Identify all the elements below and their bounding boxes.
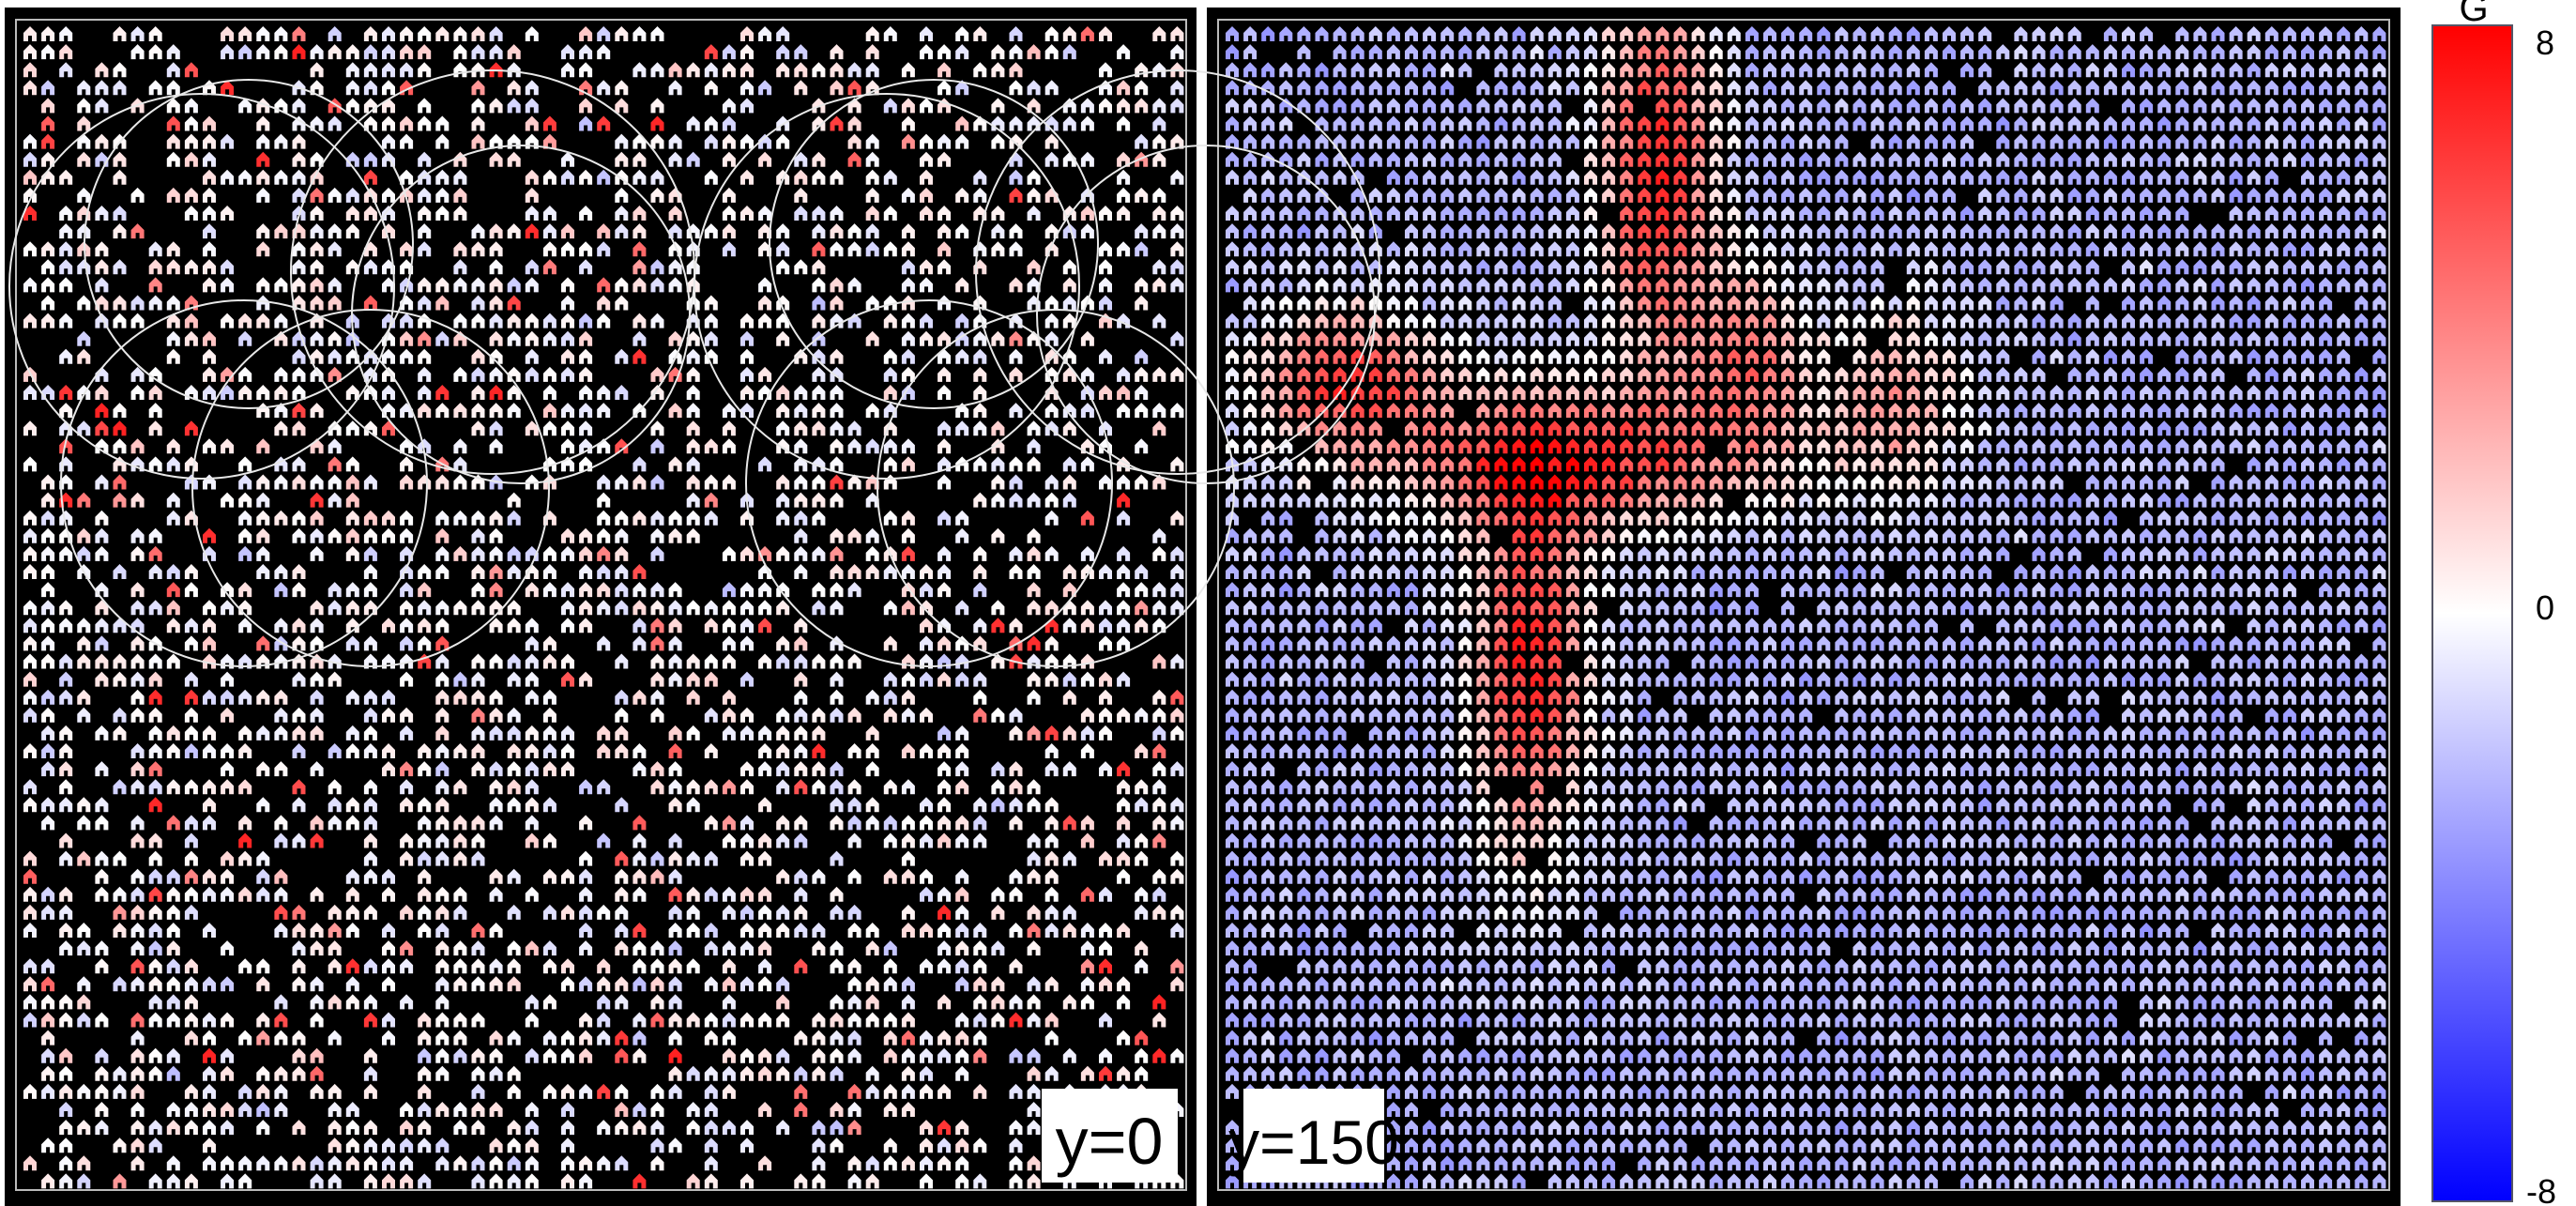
panel-left-label: y=0 xyxy=(1056,1105,1164,1178)
panel-left-label-box xyxy=(1042,1089,1178,1183)
overlay-circle xyxy=(351,145,691,484)
circles-left xyxy=(8,69,695,667)
overlay-circle xyxy=(8,93,395,480)
overlay-circle xyxy=(84,79,414,409)
overlay-circle xyxy=(191,309,550,667)
panel-left: y=0 xyxy=(5,8,1197,1206)
panel-right: y=150 xyxy=(694,8,2401,1206)
overlay-circle xyxy=(60,299,428,667)
panel-right-frame xyxy=(1217,19,2390,1191)
panel-left-frame xyxy=(15,19,1187,1191)
